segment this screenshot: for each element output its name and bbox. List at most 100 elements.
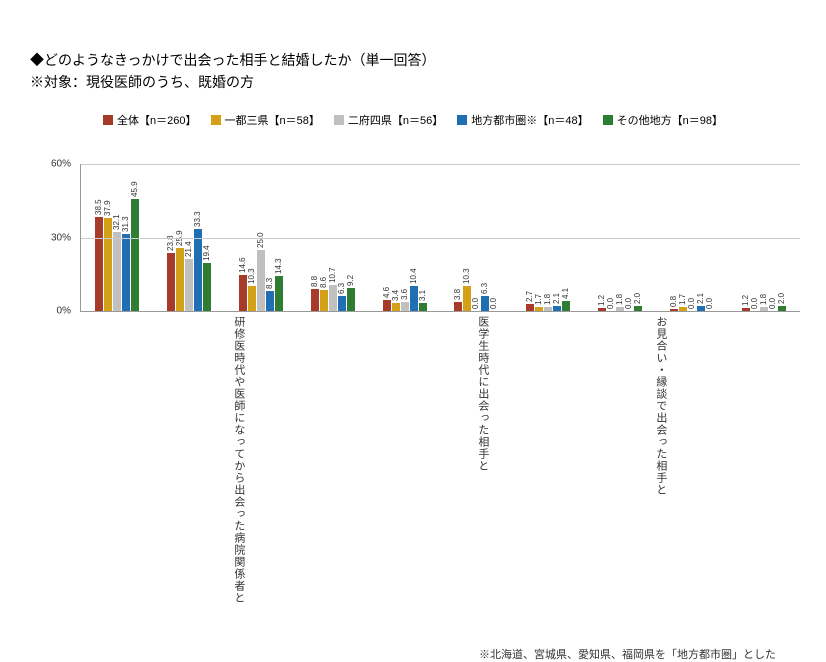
bar-fill: 38.5 xyxy=(95,217,103,311)
bar-value-label: 1.8 xyxy=(615,293,624,304)
bar-value-label: 19.4 xyxy=(202,246,211,262)
bar-fill: 37.9 xyxy=(104,218,112,311)
legend-swatch xyxy=(603,115,613,125)
legend-label: 一都三県【n＝58】 xyxy=(225,112,320,128)
bar-fill: 3.8 xyxy=(454,302,462,311)
legend-swatch xyxy=(103,115,113,125)
bar-fill: 45.9 xyxy=(131,199,139,311)
bar-fill: 1.7 xyxy=(535,307,543,311)
grid-line xyxy=(81,164,800,165)
bar-value-label: 0.0 xyxy=(705,298,714,309)
bar-value-label: 2.0 xyxy=(633,293,642,304)
bar-fill: 25.9 xyxy=(176,248,184,311)
bar-fill: 10.4 xyxy=(410,286,418,311)
bar-value-label: 3.1 xyxy=(418,290,427,301)
x-label: 友人・知人からの紹介で出会った相手と xyxy=(753,316,826,640)
legend-swatch xyxy=(334,115,344,125)
bar-fill: 21.4 xyxy=(185,259,193,311)
bar-value-label: 10.7 xyxy=(328,267,337,283)
bar-value-label: 32.1 xyxy=(112,215,121,231)
x-label: 医学生時代に出会った相手と xyxy=(397,316,568,640)
bar-fill: 1.7 xyxy=(679,307,687,311)
bar-fill: 4.6 xyxy=(383,300,391,311)
bar-fill: 4.1 xyxy=(562,301,570,311)
bar-value-label: 2.1 xyxy=(696,293,705,304)
bar-value-label: 0.0 xyxy=(624,298,633,309)
x-label: 研修医時代や医師になってから出会った病院関係者と xyxy=(80,316,397,640)
bar-fill: 8.8 xyxy=(311,289,319,311)
bar-value-label: 8.6 xyxy=(319,277,328,288)
bar-value-label: 10.3 xyxy=(247,268,256,284)
bar-fill: 19.4 xyxy=(203,263,211,311)
title-line-2: ※対象：現役医師のうち、既婚の方 xyxy=(30,72,796,92)
bar-value-label: 0.0 xyxy=(606,298,615,309)
bar-fill: 9.2 xyxy=(347,288,355,311)
legend-item: 地方都市圏※【n＝48】 xyxy=(457,112,588,128)
plot-area: 38.537.932.131.345.923.825.921.433.319.4… xyxy=(80,164,800,312)
footnote: ※北海道、宮城県、愛知県、福岡県を「地方都市圏」とした xyxy=(30,646,776,662)
bar-value-label: 33.3 xyxy=(193,212,202,228)
bar-value-label: 1.8 xyxy=(759,293,768,304)
grid-line xyxy=(81,238,800,239)
bar-value-label: 6.3 xyxy=(480,282,489,293)
bar-value-label: 21.4 xyxy=(184,241,193,257)
bar-value-label: 3.8 xyxy=(453,289,462,300)
bar-value-label: 0.0 xyxy=(489,298,498,309)
y-tick-label: 0% xyxy=(57,306,71,317)
bar-fill: 10.3 xyxy=(248,286,256,311)
bar-fill: 3.6 xyxy=(401,302,409,311)
bar-value-label: 0.8 xyxy=(669,296,678,307)
bar-fill: 3.1 xyxy=(419,303,427,311)
legend-item: 二府四県【n＝56】 xyxy=(334,112,443,128)
legend-item: 全体【n＝260】 xyxy=(103,112,196,128)
bar-fill: 2.1 xyxy=(553,306,561,311)
bar-value-label: 10.3 xyxy=(462,268,471,284)
bar-fill: 3.4 xyxy=(392,303,400,311)
legend-swatch xyxy=(457,115,467,125)
title-line-1: ◆どのようなきっかけで出会った相手と結婚したか（単一回答） xyxy=(30,50,796,70)
chart-title-block: ◆どのようなきっかけで出会った相手と結婚したか（単一回答） ※対象：現役医師のう… xyxy=(30,50,796,92)
bar-fill: 1.8 xyxy=(544,307,552,311)
bar-value-label: 37.9 xyxy=(103,201,112,217)
y-tick-label: 60% xyxy=(51,159,71,170)
bar-fill: 14.3 xyxy=(275,276,283,311)
bar-chart: 38.537.932.131.345.923.825.921.433.319.4… xyxy=(60,134,800,312)
bar-value-label: 8.8 xyxy=(310,276,319,287)
bar-fill: 32.1 xyxy=(113,232,121,311)
bar-value-label: 6.3 xyxy=(337,282,346,293)
bar-value-label: 3.6 xyxy=(400,289,409,300)
bar-value-label: 9.2 xyxy=(346,275,355,286)
bar-value-label: 10.4 xyxy=(409,268,418,284)
legend-label: 地方都市圏※【n＝48】 xyxy=(471,112,588,128)
bar-fill: 2.0 xyxy=(634,306,642,311)
x-label: お見合い・縁談で出会った相手と xyxy=(568,316,753,640)
bar-value-label: 0.0 xyxy=(750,298,759,309)
bar-fill: 2.7 xyxy=(526,304,534,311)
legend-label: 二府四県【n＝56】 xyxy=(348,112,443,128)
bar-value-label: 0.0 xyxy=(768,298,777,309)
bar-value-label: 3.4 xyxy=(391,290,400,301)
bar-fill: 1.8 xyxy=(760,307,768,311)
bar-fill: 2.0 xyxy=(778,306,786,311)
bar-fill: 0.8 xyxy=(670,309,678,311)
bar-fill: 1.2 xyxy=(742,308,750,311)
bar-value-label: 14.6 xyxy=(238,258,247,274)
bar-fill: 14.6 xyxy=(239,275,247,311)
bar-value-label: 45.9 xyxy=(130,181,139,197)
bar-fill: 2.1 xyxy=(697,306,705,311)
legend: 全体【n＝260】 一都三県【n＝58】 二府四県【n＝56】 地方都市圏※【n＝48… xyxy=(30,112,796,128)
legend-item: その他地方【n＝98】 xyxy=(603,112,723,128)
bar-fill: 10.7 xyxy=(329,285,337,311)
bar-value-label: 0.0 xyxy=(471,298,480,309)
bar-value-label: 0.0 xyxy=(687,298,696,309)
x-label-text: 研修医時代や医師になってから出会った病院関係者と xyxy=(232,316,245,640)
x-axis-labels: 研修医時代や医師になってから出会った病院関係者と 医学生時代に出会った相手とお見合… xyxy=(80,316,800,640)
bar-value-label: 25.0 xyxy=(256,232,265,248)
bar-value-label: 38.5 xyxy=(94,199,103,215)
bar-value-label: 4.6 xyxy=(382,287,391,298)
bar-value-label: 2.0 xyxy=(777,293,786,304)
bar-fill: 6.3 xyxy=(338,296,346,311)
bar-fill: 25.0 xyxy=(257,250,265,311)
legend-swatch xyxy=(211,115,221,125)
bar-fill: 8.6 xyxy=(320,290,328,311)
